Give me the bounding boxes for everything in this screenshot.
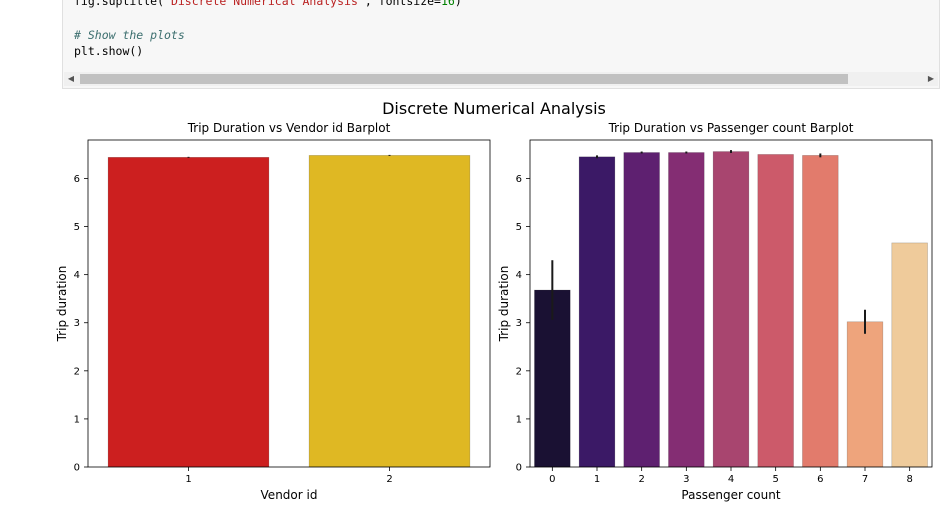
y-tick-label: 4 xyxy=(74,270,80,281)
chart-2: Trip Duration vs Passenger count Barplot… xyxy=(497,121,933,502)
scrollbar-thumb[interactable] xyxy=(80,74,848,84)
y-tick-label: 1 xyxy=(74,414,80,425)
scroll-right-icon[interactable]: ▶ xyxy=(927,74,935,83)
y-tick-label: 2 xyxy=(516,366,522,377)
x-tick-label: 1 xyxy=(594,474,600,485)
y-tick-label: 4 xyxy=(516,270,522,281)
x-tick-label: 5 xyxy=(772,474,778,485)
bar xyxy=(623,152,660,468)
x-tick-label: 2 xyxy=(638,474,644,485)
y-tick-label: 5 xyxy=(74,222,80,233)
bar xyxy=(668,152,705,468)
x-tick-label: 0 xyxy=(549,474,555,485)
y-tick-label: 6 xyxy=(516,174,522,185)
y-tick-label: 5 xyxy=(516,222,522,233)
bar xyxy=(757,154,794,468)
bar xyxy=(802,155,839,468)
y-axis-label: Trip duration xyxy=(497,266,511,343)
code-line-suptitle: fig.suptitle('Discrete Numerical Analysi… xyxy=(74,0,462,8)
y-tick-label: 6 xyxy=(74,174,80,185)
x-tick-label: 3 xyxy=(683,474,689,485)
code-comment: # Show the plots xyxy=(74,28,185,42)
x-tick-label: 6 xyxy=(817,474,823,485)
scroll-left-icon[interactable]: ◀ xyxy=(67,74,75,83)
bar xyxy=(846,321,884,468)
x-tick-label: 7 xyxy=(862,474,868,485)
y-tick-label: 3 xyxy=(516,318,522,329)
x-tick-label: 2 xyxy=(386,474,392,485)
y-tick-label: 0 xyxy=(516,463,522,474)
bar xyxy=(891,242,928,468)
horizontal-scrollbar[interactable]: ◀ ▶ xyxy=(64,72,938,86)
figure-suptitle: Discrete Numerical Analysis xyxy=(382,99,606,118)
y-tick-label: 2 xyxy=(74,366,80,377)
y-tick-label: 1 xyxy=(516,414,522,425)
x-tick-label: 8 xyxy=(906,474,912,485)
y-tick-label: 0 xyxy=(74,463,80,474)
chart-title: Trip Duration vs Passenger count Barplot xyxy=(608,121,854,135)
bar xyxy=(578,156,616,468)
chart-title: Trip Duration vs Vendor id Barplot xyxy=(187,121,391,135)
x-tick-label: 4 xyxy=(728,474,734,485)
chart-1: Trip Duration vs Vendor id Barplot 0 1 2 3 4 5… xyxy=(55,121,491,502)
bar xyxy=(712,151,750,468)
y-tick-label: 3 xyxy=(74,318,80,329)
x-tick-label: 1 xyxy=(185,474,191,485)
axes-frame xyxy=(87,139,491,468)
x-axis-label: Passenger count xyxy=(681,488,780,502)
y-axis-label: Trip duration xyxy=(55,266,69,343)
code-cell[interactable]: fig.suptitle('Discrete Numerical Analysi… xyxy=(62,0,940,89)
code-line-show: plt.show() xyxy=(74,44,144,58)
bar xyxy=(107,157,270,468)
x-axis-label: Vendor id xyxy=(261,488,318,502)
bar xyxy=(308,155,471,468)
